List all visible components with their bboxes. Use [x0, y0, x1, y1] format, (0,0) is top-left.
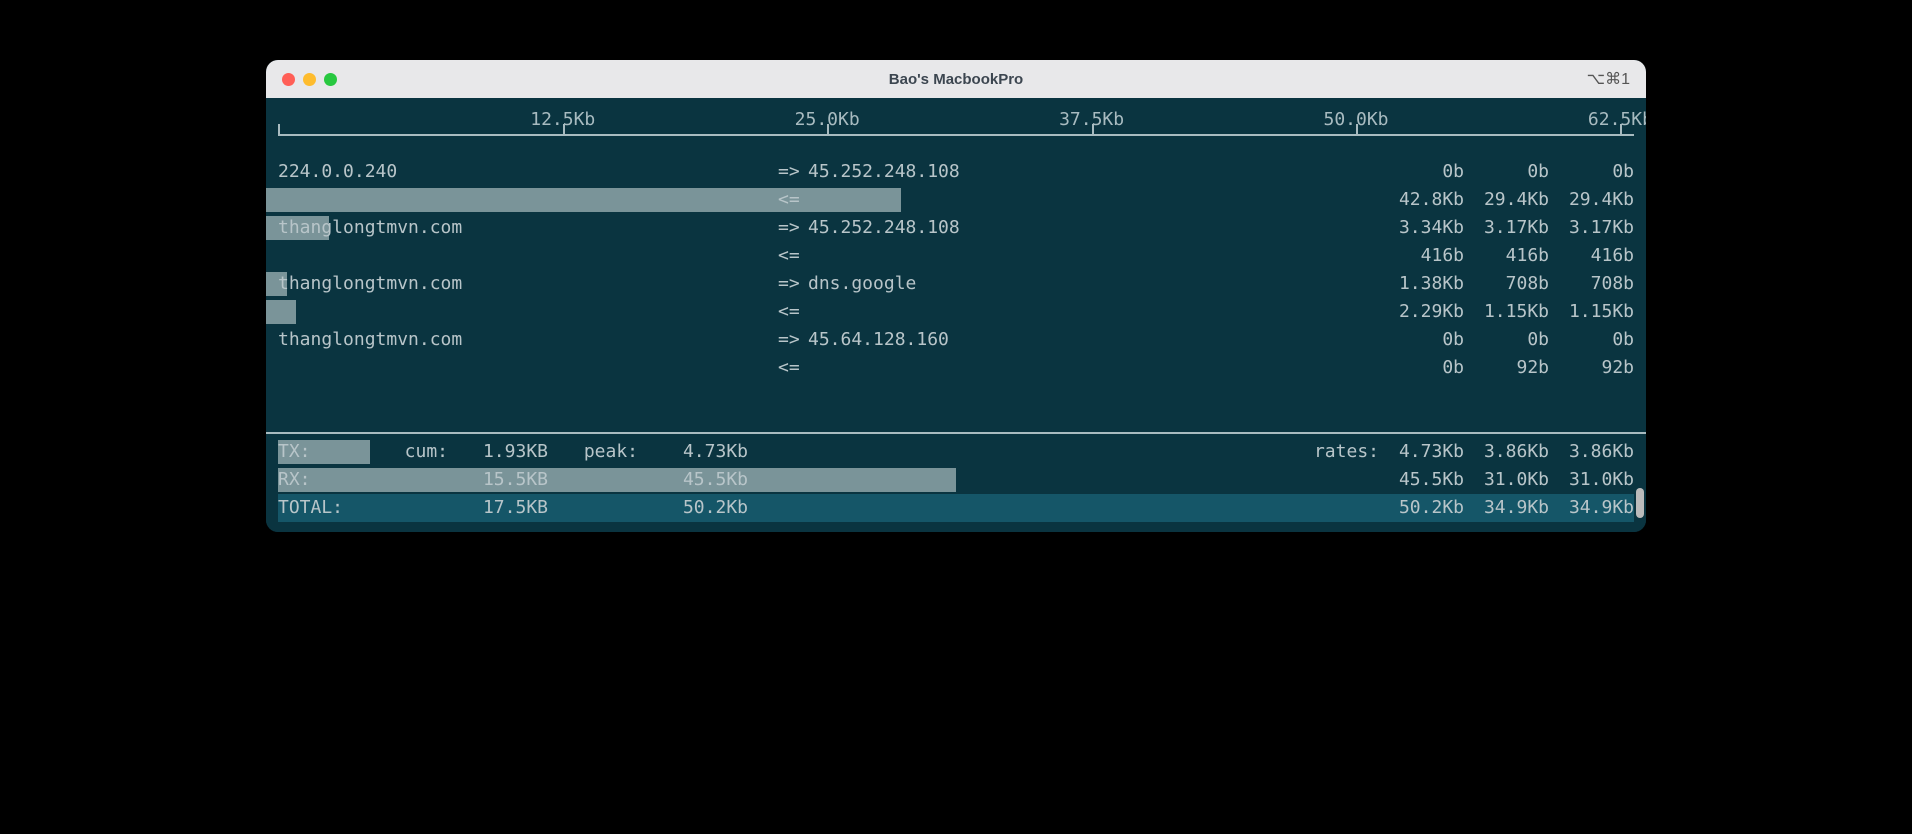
rx-rate-3: 1.15Kb [1549, 298, 1634, 326]
connection-rx-row: <=416b416b416b [266, 242, 1646, 270]
connection-tx-row: thanglongtmvn.com=>45.64.128.1600b0b0b [266, 326, 1646, 354]
rx-rate-3: 31.0Kb [1549, 466, 1634, 494]
total-rate-3: 34.9Kb [1549, 494, 1634, 522]
traffic-lights [266, 73, 337, 86]
rx-arrow-icon: <= [778, 242, 808, 270]
rx-rate-2: 29.4Kb [1464, 186, 1549, 214]
tx-rate-3: 0b [1549, 158, 1634, 186]
tx-rate-1: 0b [1379, 326, 1464, 354]
dest-host: 45.64.128.160 [808, 326, 1379, 354]
rx-rate-2: 31.0Kb [1464, 466, 1549, 494]
rx-rate-2: 1.15Kb [1464, 298, 1549, 326]
tx-rate-3: 0b [1549, 326, 1634, 354]
connection-tx-row: 224.0.0.240=>45.252.248.1080b0b0b [266, 158, 1646, 186]
source-host: thanglongtmvn.com [278, 270, 778, 298]
total-label: TOTAL: [278, 494, 348, 522]
tx-rate-3: 3.17Kb [1549, 214, 1634, 242]
tx-rate-1: 4.73Kb [1379, 438, 1464, 466]
tx-arrow-icon: => [778, 326, 808, 354]
dest-host: 45.252.248.108 [808, 158, 1379, 186]
scale-tick-label: 62.5Kb [1588, 106, 1646, 134]
tx-rate-1: 0b [1379, 158, 1464, 186]
bandwidth-scale: 12.5Kb25.0Kb37.5Kb50.0Kb62.5Kb [266, 98, 1646, 154]
rx-rate-3: 416b [1549, 242, 1634, 270]
total-summary-row: TOTAL: 17.5KB 50.2Kb 50.2Kb 34.9Kb 34.9K… [278, 494, 1634, 522]
rx-rate-1: 2.29Kb [1379, 298, 1464, 326]
tx-rate-3: 708b [1549, 270, 1634, 298]
tx-arrow-icon: => [778, 214, 808, 242]
titlebar[interactable]: Bao's MacbookPro ⌥⌘1 [266, 60, 1646, 98]
tx-arrow-icon: => [778, 270, 808, 298]
tx-label: TX: [278, 438, 348, 466]
connection-rx-row: <=42.8Kb29.4Kb29.4Kb [266, 186, 1646, 214]
rx-rate-1: 42.8Kb [1379, 186, 1464, 214]
tx-peak: 4.73Kb [638, 438, 748, 466]
window-title: Bao's MacbookPro [266, 71, 1646, 88]
source-host: thanglongtmvn.com [278, 326, 778, 354]
rx-rate-3: 29.4Kb [1549, 186, 1634, 214]
window-shortcut: ⌥⌘1 [1587, 69, 1630, 89]
tx-rate-2: 3.17Kb [1464, 214, 1549, 242]
tx-summary-row: TX: cum: 1.93KB peak: 4.73Kb rates: 4.73… [278, 438, 1634, 466]
rx-bar [278, 468, 956, 492]
connection-rx-row: <=2.29Kb1.15Kb1.15Kb [266, 298, 1646, 326]
connection-tx-row: thanglongtmvn.com=>dns.google1.38Kb708b7… [266, 270, 1646, 298]
cum-label: cum: [348, 438, 448, 466]
dest-host: dns.google [808, 270, 1379, 298]
rx-cum: 15.5KB [448, 466, 548, 494]
rx-rate-2: 416b [1464, 242, 1549, 270]
rx-rate-2: 92b [1464, 354, 1549, 382]
total-rate-1: 50.2Kb [1379, 494, 1464, 522]
connection-tx-row: thanglongtmvn.com=>45.252.248.1083.34Kb3… [266, 214, 1646, 242]
rx-rate-1: 416b [1379, 242, 1464, 270]
total-peak: 50.2Kb [638, 494, 748, 522]
tx-rate-2: 0b [1464, 326, 1549, 354]
total-cum: 17.5KB [448, 494, 548, 522]
terminal-body: 12.5Kb25.0Kb37.5Kb50.0Kb62.5Kb 224.0.0.2… [266, 98, 1646, 532]
tx-rate-2: 3.86Kb [1464, 438, 1549, 466]
tx-rate-3: 3.86Kb [1549, 438, 1634, 466]
scrollbar-thumb[interactable] [1636, 488, 1644, 518]
summary-section: TX: cum: 1.93KB peak: 4.73Kb rates: 4.73… [266, 434, 1646, 532]
zoom-button[interactable] [324, 73, 337, 86]
peak-label: peak: [548, 438, 638, 466]
terminal-window: Bao's MacbookPro ⌥⌘1 12.5Kb25.0Kb37.5Kb5… [266, 60, 1646, 532]
rx-summary-row: RX: 15.5KB 45.5Kb 45.5Kb 31.0Kb 31.0Kb [278, 466, 1634, 494]
close-button[interactable] [282, 73, 295, 86]
minimize-button[interactable] [303, 73, 316, 86]
tx-arrow-icon: => [778, 158, 808, 186]
source-host: 224.0.0.240 [278, 158, 778, 186]
rx-rate-1: 45.5Kb [1379, 466, 1464, 494]
rx-label: RX: [278, 466, 348, 494]
rx-peak: 45.5Kb [638, 466, 748, 494]
tx-rate-2: 708b [1464, 270, 1549, 298]
tx-rate-2: 0b [1464, 158, 1549, 186]
tx-rate-1: 1.38Kb [1379, 270, 1464, 298]
total-rate-2: 34.9Kb [1464, 494, 1549, 522]
rates-label: rates: [1289, 438, 1379, 466]
rx-arrow-icon: <= [778, 298, 808, 326]
rx-rate-3: 92b [1549, 354, 1634, 382]
connection-list: 224.0.0.240=>45.252.248.1080b0b0b<=42.8K… [266, 154, 1646, 434]
rx-arrow-icon: <= [778, 186, 808, 214]
rx-arrow-icon: <= [778, 354, 808, 382]
connection-rx-row: <=0b92b92b [266, 354, 1646, 382]
tx-cum: 1.93KB [448, 438, 548, 466]
rx-rate-1: 0b [1379, 354, 1464, 382]
tx-rate-1: 3.34Kb [1379, 214, 1464, 242]
dest-host: 45.252.248.108 [808, 214, 1379, 242]
source-host: thanglongtmvn.com [278, 214, 778, 242]
